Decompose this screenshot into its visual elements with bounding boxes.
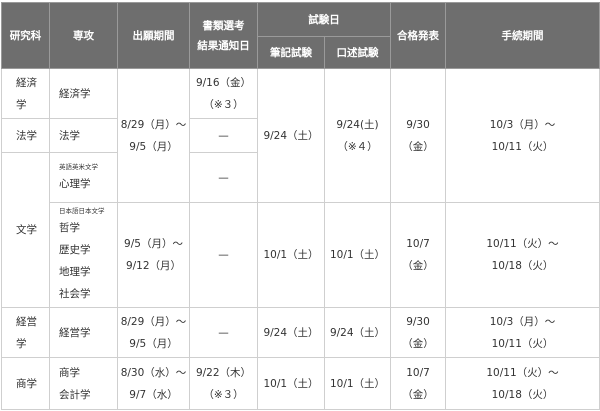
written-cell: 9/24（土）: [257, 307, 325, 358]
major-cell: 英語英米文学 心理学: [49, 152, 118, 203]
date-line: 9/5（月）: [129, 337, 178, 350]
major-cell: 日本語日本文学 哲学 歴史学 地理学 社会学: [49, 202, 118, 308]
table-row: 法学 法学 —: [1, 118, 600, 153]
table-row: 日本語日本文学 哲学 歴史学 地理学 社会学 9/5（月）～ 9/12（月） —…: [2, 202, 600, 308]
header-screening-result-date: 書類選考 結果通知日: [189, 2, 258, 69]
date-line: （金）: [402, 388, 434, 401]
date-line: 9/30: [406, 118, 430, 131]
screening-cell: —: [189, 118, 258, 153]
application-cell: 8/30（水）～ 9/7（水）: [117, 357, 190, 410]
major-name: 会計学: [59, 388, 91, 401]
oral-cell: 10/1（土）: [324, 357, 391, 410]
header-written-exam: 筆記試験: [257, 36, 325, 69]
screening-cell: —: [189, 152, 258, 203]
date-line: 8/29（月）～: [120, 315, 187, 328]
header-line: 結果通知日: [197, 39, 250, 52]
date-line: 10/3（月）～: [489, 118, 556, 131]
header-line: 書類選考: [202, 19, 245, 32]
note-line: （※３）: [203, 388, 244, 401]
procedure-cell: 10/11（火）～ 10/18（火）: [445, 202, 600, 308]
written-cell: 10/1（土）: [257, 357, 325, 410]
major-cell: 経営学: [49, 307, 118, 358]
date-line: （金）: [402, 140, 434, 153]
school-cell: 商学: [1, 357, 50, 410]
oral-cell: 10/1（土）: [324, 202, 391, 308]
application-cell: 9/5（月）～ 9/12（月）: [117, 202, 190, 308]
date-line: 10/11（火）: [491, 140, 554, 153]
procedure-cell: 10/11（火）～ 10/18（火）: [445, 357, 600, 410]
major-group-label: 日本語日本文学: [59, 207, 105, 215]
procedure-cell: 10/3（月）～ 10/11（火）: [445, 68, 600, 203]
table-row: 経済学 経済学 8/29（月）～ 9/5（月） 9/16（金） （※３） 9/2…: [1, 68, 600, 203]
major-group-label: 英語英米文学: [59, 162, 98, 171]
table-row: 文学 英語英米文学 心理学 —: [1, 152, 600, 308]
written-cell: 10/1（土）: [257, 202, 325, 308]
oral-cell: 9/24（土）: [324, 307, 391, 358]
date-line: 9/7（水）: [129, 388, 178, 401]
major-cell: 法学: [49, 118, 118, 153]
school-cell: 法学: [1, 118, 50, 153]
major-name: 歴史学: [59, 244, 91, 256]
date-line: 10/11（火）～: [486, 366, 559, 379]
school-cell: 経済学: [1, 68, 50, 119]
header-pass-announcement: 合格発表: [390, 2, 446, 69]
date-line: 9/22（木）: [195, 366, 252, 379]
date-line: 8/30（水）～: [120, 366, 187, 379]
header-exam-date: 試験日: [257, 2, 391, 37]
screening-cell: 9/22（木） （※３）: [189, 357, 258, 410]
major-name: 社会学: [59, 288, 91, 300]
date-line: （金）: [402, 337, 434, 350]
date-line: 9/16（金）: [195, 76, 252, 89]
date-line: 10/7: [406, 238, 430, 250]
screening-cell: 9/16（金） （※３）: [189, 68, 258, 119]
major-name: 商学: [59, 366, 80, 379]
header-major: 専攻: [49, 2, 118, 69]
header-procedure-period: 手続期間: [445, 2, 600, 69]
screening-cell: —: [189, 202, 258, 308]
procedure-cell: 10/3（月）～ 10/11（火）: [445, 307, 600, 358]
header-application-period: 出願期間: [117, 2, 190, 69]
date-line: 8/29（月）～: [120, 118, 187, 131]
date-line: 10/18（火）: [491, 260, 554, 272]
application-cell: 8/29（月）～ 9/5（月）: [117, 68, 190, 203]
school-cell: 経営学: [1, 307, 50, 358]
date-line: 9/12（月）: [125, 260, 182, 272]
major-name: 地理学: [59, 266, 91, 278]
note-line: （※４）: [337, 140, 378, 153]
date-line: 9/30: [406, 315, 430, 328]
date-line: 9/5（月）～: [124, 238, 183, 250]
date-line: 10/11（火）: [491, 337, 554, 350]
screening-cell: —: [189, 307, 258, 358]
header-oral-exam: 口述試験: [324, 36, 391, 69]
pass-cell: 10/7 （金）: [390, 357, 446, 410]
pass-cell: 9/30 （金）: [390, 307, 446, 358]
date-line: 10/18（火）: [491, 388, 554, 401]
date-line: 9/5（月）: [129, 140, 178, 153]
pass-cell: 9/30 （金）: [390, 68, 446, 203]
table-row: 商学 商学 会計学 8/30（水）～ 9/7（水） 9/22（木） （※３） 1…: [1, 357, 600, 410]
major-cell: 経済学: [49, 68, 118, 119]
major-name: 哲学: [59, 222, 80, 234]
pass-cell: 10/7 （金）: [390, 202, 446, 308]
date-line: 9/24(土): [336, 118, 379, 131]
table-row: 経営学 経営学 8/29（月）～ 9/5（月） — 9/24（土） 9/24（土…: [1, 307, 600, 358]
header-graduate-school: 研究科: [1, 2, 50, 69]
application-cell: 8/29（月）～ 9/5（月）: [117, 307, 190, 358]
major-cell: 商学 会計学: [49, 357, 118, 410]
major-name: 心理学: [59, 177, 91, 190]
oral-cell: 9/24(土) （※４）: [324, 68, 391, 203]
date-line: 10/7: [406, 366, 430, 379]
date-line: （金）: [402, 260, 434, 272]
date-line: 10/11（火）～: [486, 238, 559, 250]
date-line: 10/3（月）～: [489, 315, 556, 328]
written-cell: 9/24（土）: [257, 68, 325, 203]
note-line: （※３）: [203, 98, 244, 111]
school-cell: 文学: [1, 152, 50, 308]
